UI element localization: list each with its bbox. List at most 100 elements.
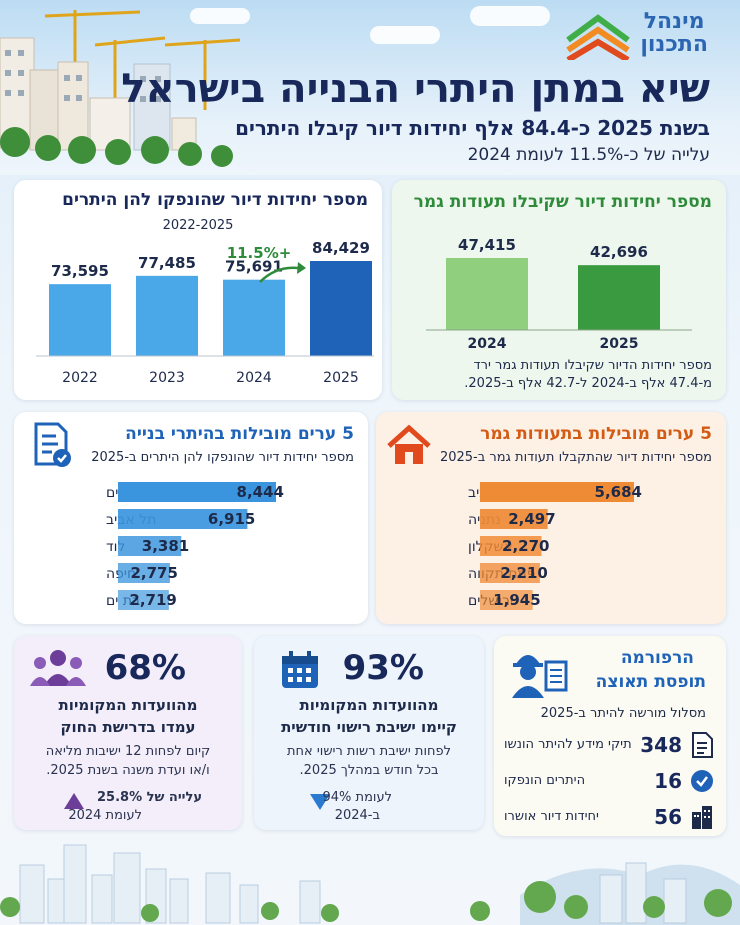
committees-law-change2: לעומת 2024 bbox=[68, 808, 142, 823]
city-completion-value-label: 1,945 bbox=[493, 591, 540, 609]
reform-item-value: 348 bbox=[640, 733, 682, 757]
committees-monthly-line2: קיימו ישיבת רישוי חודשית bbox=[281, 718, 457, 736]
completion-value-label: 47,415 bbox=[458, 236, 516, 254]
city-completion-title: 5 ערים מובילות בתעודות גמר bbox=[480, 424, 712, 444]
city-skyline-illustration bbox=[0, 844, 740, 925]
reform-item: 348 תיקי מידע להיתר הונשו bbox=[494, 730, 726, 760]
city-permits-bar bbox=[118, 590, 169, 610]
permits-card-period: 2022-2025 bbox=[162, 218, 234, 233]
permits-value-label: 73,595 bbox=[51, 262, 109, 280]
permits-card: מספר יחידות דיור שהונפקו להן היתרים 2022… bbox=[14, 180, 382, 400]
city-permits-bar bbox=[118, 482, 276, 502]
reform-card: הרפורמה תופסת תאוצה מסלול מורשה להיתר ב-… bbox=[494, 636, 726, 836]
completion-bar bbox=[578, 265, 660, 330]
permits-bar-chart: 73,595 2022 77,485 2023 75,691 2024 84,429 2025… bbox=[36, 239, 374, 386]
house-icon bbox=[387, 424, 431, 464]
completion-card-title: מספר יחידות דיור שקיבלו תעודות גמר bbox=[413, 192, 712, 212]
committees-monthly-line1: מהוועדות המקומיות bbox=[299, 696, 439, 714]
city-permits-bar-chart: ירושלים8,444תל אביב6,915לוד3,381חיפה2,77… bbox=[106, 482, 284, 610]
committees-monthly-change2: ב-2024 bbox=[334, 808, 380, 823]
file-icon bbox=[690, 732, 714, 758]
permits-value-label: 77,485 bbox=[138, 254, 196, 272]
permits-category-label: 2024 bbox=[236, 370, 272, 386]
page-title: שיא במתן היתרי הבנייה בישראל bbox=[121, 66, 710, 112]
city-completion-bar bbox=[480, 482, 634, 502]
completion-category-label: 2024 bbox=[468, 336, 507, 350]
growth-label: +11.5% bbox=[227, 244, 292, 262]
city-permits-value-label: 8,444 bbox=[237, 483, 284, 501]
committees-law-line1: מהוועדות המקומיות bbox=[58, 696, 198, 714]
logo-line1: מינהל bbox=[643, 9, 705, 34]
cloud-decoration bbox=[190, 8, 250, 24]
committees-monthly-pct: 93% bbox=[342, 648, 424, 688]
reform-item-label: יחידות דיור אושרו bbox=[504, 809, 599, 824]
committees-law-card: 68% מהוועדות המקומיות עמדו בדרישת החוק ק… bbox=[14, 636, 242, 830]
reform-subtitle: מסלול מורשה להיתר ב-2025 bbox=[540, 706, 706, 721]
engineer-icon bbox=[512, 655, 568, 698]
reform-item: 56 יחידות דיור אושרו bbox=[494, 802, 726, 832]
building-icon bbox=[690, 804, 714, 830]
permits-category-label: 2022 bbox=[62, 370, 98, 386]
city-completion-card: 5 ערים מובילות בתעודות גמר מספר יחידות ד… bbox=[376, 412, 726, 624]
committees-law-line2: עמדו בדרישת החוק bbox=[60, 718, 196, 736]
committees-law-pct: 68% bbox=[104, 648, 186, 688]
city-permits-value-label: 3,381 bbox=[142, 537, 189, 555]
permits-category-label: 2023 bbox=[149, 370, 185, 386]
completion-note-line1: מספר יחידות הדיור שקיבלו תעודות גמר ירד bbox=[473, 358, 712, 373]
completion-note-line2: מ-47.4 אלף ב-2024 ל-42.7 אלף ב-2025. bbox=[464, 376, 712, 391]
committees-monthly-note2: בכל חודש במהלך 2025. bbox=[299, 763, 439, 778]
city-completion-bar bbox=[480, 536, 542, 556]
permits-bar bbox=[49, 284, 111, 356]
committees-monthly-card: 93% מהוועדות המקומיות קיימו ישיבת רישוי … bbox=[254, 636, 484, 830]
city-completion-subtitle: מספר יחידות דיור שהתקבלו תעודות גמר ב-20… bbox=[439, 450, 712, 465]
permits-card-title: מספר יחידות דיור שהונפקו להן היתרים bbox=[62, 190, 368, 210]
completion-bar bbox=[446, 258, 528, 330]
city-completion-value-label: 5,684 bbox=[595, 483, 642, 501]
decrease-arrow-icon bbox=[310, 794, 330, 810]
city-completion-bar bbox=[480, 509, 548, 529]
document-check-icon bbox=[34, 422, 71, 467]
reform-item-label: היתרים הונפקו bbox=[504, 773, 586, 788]
completion-category-label: 2025 bbox=[600, 336, 639, 350]
construction-illustration bbox=[0, 10, 240, 167]
increase-arrow-icon bbox=[64, 793, 84, 809]
city-permits-value-label: 2,719 bbox=[129, 591, 176, 609]
completion-card: מספר יחידות דיור שקיבלו תעודות גמר 47,41… bbox=[392, 180, 726, 400]
page-subtitle-growth: עלייה של כ-11.5% לעומת 2024 bbox=[467, 145, 710, 165]
committees-law-note2: ו/או ועדת משנה בשנת 2025. bbox=[46, 763, 210, 778]
permits-bar bbox=[310, 261, 372, 356]
city-permits-card: 5 ערים מובילות בהיתרי בנייה מספר יחידות … bbox=[14, 412, 368, 624]
city-completion-bar-chart: תל אביב5,684נתניה2,497אשקלון2,270פתח תקו… bbox=[468, 482, 642, 610]
completion-bar-chart: 47,415 2024 42,696 2025 bbox=[426, 236, 692, 350]
committees-law-change1: עלייה של 25.8% bbox=[97, 790, 202, 805]
check-circle-icon bbox=[690, 768, 714, 794]
reform-title2: תופסת תאוצה bbox=[595, 672, 706, 692]
completion-value-label: 42,696 bbox=[590, 243, 648, 261]
city-permits-bar bbox=[118, 536, 182, 556]
reform-title1: הרפורמה bbox=[620, 648, 694, 668]
committees-monthly-note1: לפחות ישיבת רשות רישוי אחת bbox=[287, 744, 451, 759]
reform-item: 16 היתרים הונפקו bbox=[494, 766, 726, 796]
city-permits-value-label: 2,775 bbox=[130, 564, 177, 582]
city-permits-bar bbox=[118, 563, 170, 583]
logo-text: מינהל התכנון bbox=[640, 10, 708, 56]
growth-arrowhead-icon bbox=[297, 262, 306, 274]
permits-value-label: 84,429 bbox=[312, 239, 370, 257]
planning-admin-logo-icon bbox=[566, 14, 630, 60]
growth-arrow-icon bbox=[259, 266, 299, 283]
committees-monthly-change1: לעומת 94% bbox=[322, 790, 392, 805]
people-icon bbox=[30, 650, 86, 686]
reform-item-value: 16 bbox=[654, 769, 682, 793]
city-completion-value-label: 2,210 bbox=[500, 564, 547, 582]
committees-law-note1: קיום לפחות 12 ישיבות מליאה bbox=[45, 744, 211, 759]
city-completion-value-label: 2,497 bbox=[508, 510, 555, 528]
city-permits-value-label: 6,915 bbox=[208, 510, 255, 528]
calendar-icon bbox=[282, 651, 318, 688]
permits-value-label: 75,691 bbox=[225, 258, 283, 276]
page-subtitle: בשנת 2025 כ-84.4 אלף יחידות דיור קיבלו ה… bbox=[235, 116, 710, 140]
city-permits-bar bbox=[118, 509, 248, 529]
cloud-decoration bbox=[470, 6, 550, 26]
permits-bar bbox=[223, 279, 285, 356]
city-permits-subtitle: מספר יחידות דיור שהונפקו להן היתרים ב-20… bbox=[91, 450, 354, 465]
reform-item-value: 56 bbox=[654, 805, 682, 829]
